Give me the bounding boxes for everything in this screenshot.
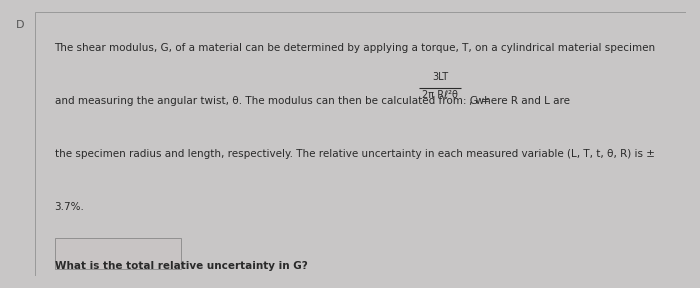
- FancyBboxPatch shape: [55, 238, 181, 268]
- Text: D: D: [15, 20, 24, 30]
- Text: , where R and L are: , where R and L are: [468, 96, 570, 106]
- Text: the specimen radius and length, respectively. The relative uncertainty in each m: the specimen radius and length, respecti…: [55, 149, 655, 159]
- Text: 3LT: 3LT: [432, 72, 448, 82]
- Text: 2π Rℓ²θ: 2π Rℓ²θ: [422, 90, 458, 100]
- Text: 3.7%.: 3.7%.: [55, 202, 85, 212]
- Text: What is the total relative uncertainty in G?: What is the total relative uncertainty i…: [55, 261, 307, 271]
- Text: The shear modulus, G, of a material can be determined by applying a torque, T, o: The shear modulus, G, of a material can …: [55, 43, 656, 53]
- Text: and measuring the angular twist, θ. The modulus can then be calculated from: G =: and measuring the angular twist, θ. The …: [55, 96, 493, 106]
